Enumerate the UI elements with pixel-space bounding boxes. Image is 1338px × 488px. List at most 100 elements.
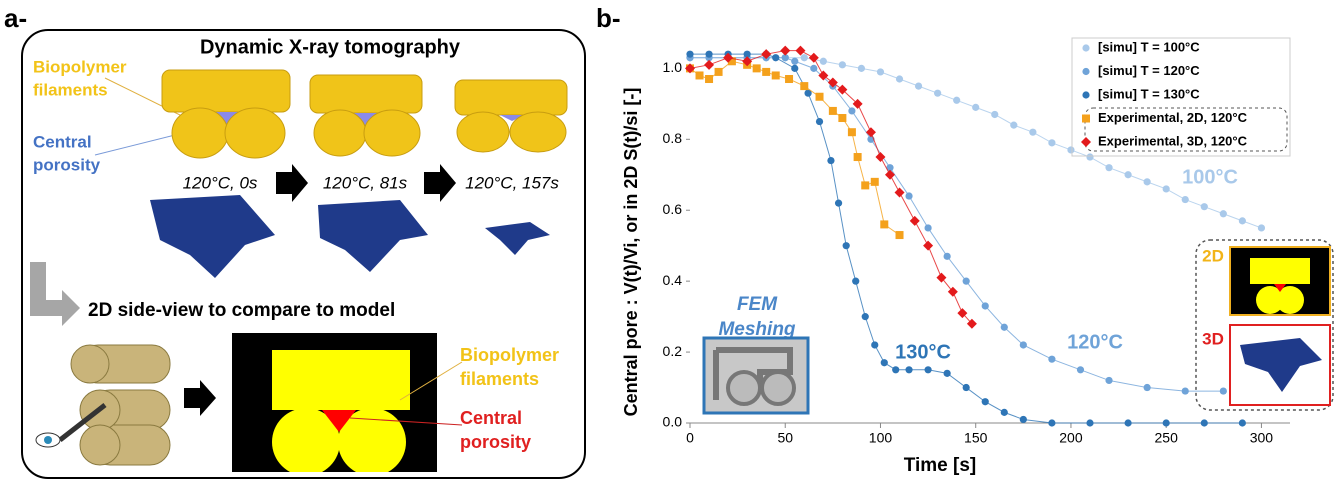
data-point	[1029, 129, 1036, 136]
y-tick-label: 0.2	[663, 343, 683, 359]
data-point	[1105, 377, 1112, 384]
legend-marker	[1081, 137, 1091, 147]
data-point	[848, 107, 855, 114]
x-tick-label: 50	[777, 430, 793, 446]
filaments-label: filaments	[33, 80, 108, 99]
legend-marker	[1082, 44, 1089, 51]
y-tick-label: 0.8	[663, 130, 683, 146]
data-point	[1086, 153, 1093, 160]
data-point	[877, 68, 884, 75]
panel-label: b-	[596, 3, 621, 33]
data-point	[772, 71, 780, 79]
data-point	[696, 71, 704, 79]
data-point	[816, 118, 823, 125]
data-point	[705, 51, 712, 58]
data-point	[753, 64, 761, 72]
side-view-title: 2D side-view to compare to model	[88, 300, 395, 321]
data-point	[1220, 210, 1227, 217]
arrow	[276, 164, 308, 202]
data-point	[820, 58, 827, 65]
legend-marker	[1082, 68, 1089, 75]
legend-label: [simu] T = 120°C	[1098, 63, 1200, 78]
data-point	[885, 170, 895, 180]
data-point	[1077, 366, 1084, 373]
data-point	[705, 75, 713, 83]
legend-label: [simu] T = 100°C	[1098, 39, 1200, 54]
model-inset: 2D 3D	[1196, 240, 1333, 410]
model-filaments-label: Biopolymer	[460, 345, 559, 365]
data-point	[852, 278, 859, 285]
porosity-label: porosity	[33, 155, 101, 174]
panel-b: b- Time [s] Central pore : V(t)/Vi, or i…	[596, 3, 1333, 476]
data-point	[905, 366, 912, 373]
tomography-157s	[455, 80, 567, 255]
caption: 120°C, 0s	[183, 173, 258, 192]
data-point	[791, 65, 798, 72]
data-point	[991, 111, 998, 118]
data-point	[1201, 419, 1208, 426]
data-point	[809, 53, 819, 63]
series-line	[690, 51, 972, 324]
inset-2d-label: 2D	[1202, 246, 1224, 265]
data-point	[944, 253, 951, 260]
legend-marker	[1082, 115, 1090, 123]
eye	[44, 436, 52, 444]
data-point	[827, 157, 834, 164]
arrow	[184, 380, 216, 416]
x-axis-label: Time [s]	[904, 455, 977, 476]
legend-label: [simu] T = 130°C	[1098, 86, 1200, 101]
data-point	[1239, 419, 1246, 426]
y-tick-label: 0.4	[663, 272, 683, 288]
curve-annotation: 100°C	[1182, 166, 1238, 188]
data-point	[982, 398, 989, 405]
x-tick-label: 300	[1250, 430, 1274, 446]
arrow	[424, 164, 456, 202]
data-point	[762, 68, 770, 76]
data-point	[686, 51, 693, 58]
data-point	[1086, 419, 1093, 426]
data-point	[1182, 196, 1189, 203]
data-point	[1182, 387, 1189, 394]
data-point	[791, 58, 798, 65]
data-point	[1124, 419, 1131, 426]
data-point	[924, 366, 931, 373]
data-point	[953, 97, 960, 104]
data-point	[715, 68, 723, 76]
data-point	[800, 82, 808, 90]
data-point	[1105, 164, 1112, 171]
curve-annotation: 120°C	[1067, 331, 1123, 353]
data-point	[924, 224, 931, 231]
x-tick-label: 250	[1155, 430, 1179, 446]
data-point	[858, 65, 865, 72]
data-point	[780, 46, 790, 56]
data-point	[1048, 419, 1055, 426]
data-point	[835, 200, 842, 207]
legend-label: Experimental, 3D, 120°C	[1098, 133, 1248, 148]
caption: 120°C, 81s	[323, 173, 408, 192]
y-tick-label: 1.0	[663, 59, 683, 75]
data-point	[875, 152, 885, 162]
data-point	[816, 93, 824, 101]
data-point	[1001, 324, 1008, 331]
series-line	[690, 61, 900, 235]
data-point	[839, 61, 846, 68]
caption: 120°C, 157s	[465, 173, 559, 192]
x-tick-label: 200	[1059, 430, 1083, 446]
data-point	[838, 114, 846, 122]
data-point	[772, 54, 779, 61]
panel-title: Dynamic X-ray tomography	[200, 36, 461, 58]
data-point	[881, 359, 888, 366]
data-point	[1220, 387, 1227, 394]
data-point	[1020, 416, 1027, 423]
data-point	[801, 54, 808, 61]
model-porosity-label: Central	[460, 408, 522, 428]
curve-annotation: 130°C	[895, 341, 951, 363]
data-point	[810, 65, 817, 72]
data-point	[1010, 122, 1017, 129]
data-point	[892, 366, 899, 373]
inset-3d-label: 3D	[1202, 329, 1224, 348]
data-point	[871, 341, 878, 348]
data-point	[871, 178, 879, 186]
data-point	[795, 46, 805, 56]
data-point	[854, 153, 862, 161]
